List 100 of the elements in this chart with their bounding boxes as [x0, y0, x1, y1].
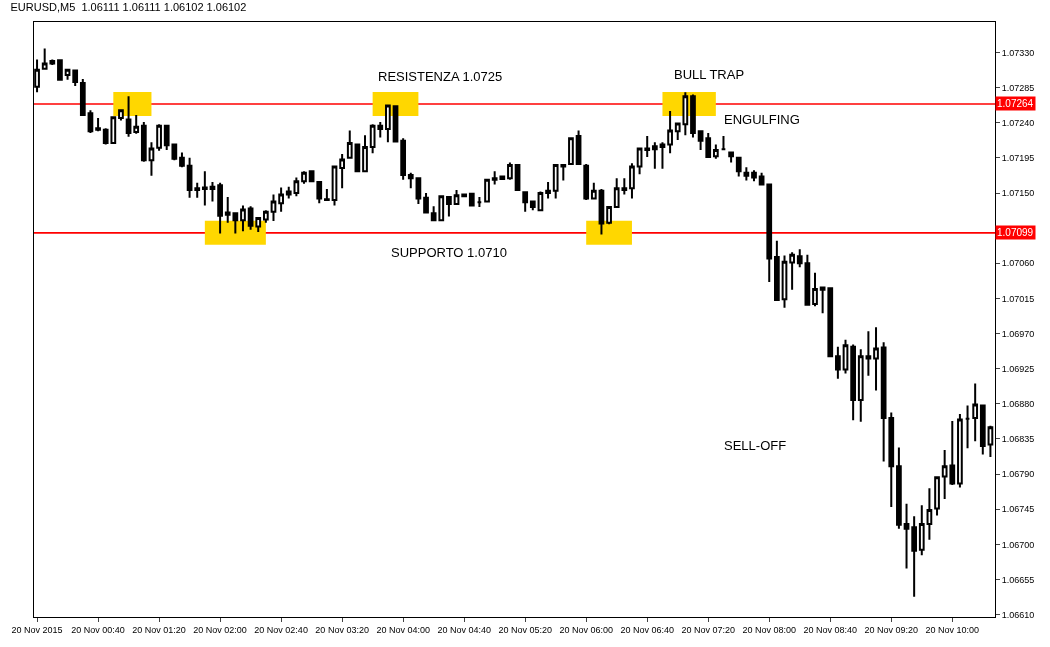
- x-tick-label: 20 Nov 10:00: [925, 624, 980, 635]
- annotation: RESISTENZA 1.0725: [378, 69, 503, 84]
- y-tick-label: 1.06655: [1001, 574, 1035, 585]
- y-tick-label: 1.07330: [1001, 47, 1035, 58]
- candlestick: [629, 162, 635, 200]
- candlestick: [278, 186, 284, 213]
- y-tick-label: 1.06790: [1001, 469, 1035, 480]
- y-tick-label: 1.06700: [1001, 539, 1035, 550]
- y-tick-label: 1.06970: [1001, 328, 1035, 339]
- annotation: BULL TRAP: [674, 67, 745, 82]
- candlestick: [903, 502, 910, 570]
- candlestick: [331, 165, 338, 207]
- annotation: SELL-OFF: [724, 438, 787, 453]
- candlestick: [644, 135, 651, 159]
- y-tick-label: 1.07150: [1001, 188, 1035, 199]
- candlestick: [468, 192, 475, 208]
- candlestick: [568, 137, 574, 166]
- candlestick: [301, 170, 307, 185]
- x-tick-label: 20 Nov 08:40: [803, 624, 858, 635]
- candlestick: [743, 166, 750, 182]
- x-tick-label: 20 Nov 02:40: [254, 624, 308, 635]
- candlestick: [118, 108, 124, 122]
- y-tick-label: 1.07015: [1001, 293, 1035, 304]
- candlestick: [842, 338, 849, 375]
- candlestick: [346, 129, 353, 159]
- x-tick-label: 20 Nov 2015: [11, 624, 63, 635]
- candlestick: [712, 143, 719, 160]
- x-tick-label: 20 Nov 06:00: [559, 624, 613, 635]
- candlestick: [835, 345, 841, 380]
- ref-line-label: 1.07264: [997, 98, 1034, 109]
- candlestick: [667, 110, 673, 155]
- candlestick: [407, 171, 414, 190]
- candlestick: [186, 156, 193, 199]
- y-tick-label: 1.07285: [1001, 82, 1035, 93]
- candlestick: [728, 151, 734, 164]
- candlestick: [545, 181, 551, 200]
- candlestick: [476, 195, 483, 209]
- annotation: SUPPORTO 1.0710: [391, 245, 507, 260]
- y-tick-label: 1.06835: [1001, 434, 1035, 445]
- candlestick: [979, 403, 986, 456]
- candlestick: [964, 404, 971, 450]
- candlestick: [217, 181, 223, 235]
- candlestick: [911, 515, 918, 598]
- candlestick: [385, 103, 391, 144]
- candlestick: [781, 254, 788, 309]
- candlestick: [461, 193, 468, 198]
- y-tick-label: 1.07195: [1001, 153, 1035, 164]
- candlestick: [690, 93, 696, 139]
- candlestick: [209, 181, 216, 203]
- candlestick: [705, 131, 712, 159]
- candlestick: [446, 195, 452, 218]
- candlestick: [529, 199, 536, 212]
- x-tick-label: 20 Nov 02:00: [193, 624, 247, 635]
- candlestick: [179, 151, 185, 169]
- candlestick: [987, 424, 994, 458]
- candlestick: [812, 271, 818, 308]
- candlestick: [247, 205, 254, 231]
- candlestick: [285, 185, 292, 200]
- candlestick: [156, 123, 162, 152]
- candlestick: [957, 412, 963, 489]
- x-tick-label: 20 Nov 09:20: [864, 624, 919, 635]
- candlestick: [972, 382, 979, 443]
- candlestick: [57, 58, 63, 81]
- candlestick: [484, 178, 490, 203]
- candlestick: [789, 251, 795, 291]
- candlestick: [934, 475, 940, 517]
- candlestick: [659, 141, 666, 170]
- candlestick: [651, 141, 658, 170]
- y-tick-label: 1.06745: [1001, 504, 1035, 515]
- candlestick: [140, 120, 147, 163]
- candlestick: [293, 176, 300, 198]
- candlestick: [697, 130, 704, 152]
- candlestick: [194, 181, 201, 199]
- candlestick: [804, 253, 811, 306]
- candlestick: [850, 343, 857, 422]
- candlestick: [95, 117, 101, 133]
- x-tick-label: 20 Nov 00:40: [71, 624, 125, 635]
- candlestick: [598, 188, 605, 236]
- candlestick: [720, 135, 727, 151]
- annotation: ENGULFING: [724, 112, 800, 127]
- candlestick: [735, 156, 742, 178]
- y-tick-label: 1.07240: [1001, 117, 1035, 128]
- x-tick-label: 20 Nov 03:20: [315, 624, 369, 635]
- candlestick: [362, 134, 368, 173]
- ref-line-label: 1.07099: [997, 227, 1034, 238]
- candlestick: [873, 326, 879, 392]
- x-tick-label: 20 Nov 08:00: [742, 624, 797, 635]
- candlestick: [270, 193, 277, 223]
- x-tick-label: 20 Nov 04:00: [376, 624, 430, 635]
- candlestick: [766, 183, 773, 284]
- candlestick: [79, 78, 86, 116]
- candlestick: [507, 161, 513, 181]
- candlestick: [316, 181, 323, 205]
- candlestick: [583, 163, 590, 202]
- candlestick: [896, 446, 902, 530]
- x-tick-label: 20 Nov 05:20: [498, 624, 552, 635]
- candlestick: [796, 248, 803, 269]
- candlestick: [201, 170, 208, 207]
- candlestick: [453, 188, 460, 206]
- y-tick-label: 1.06925: [1001, 363, 1035, 374]
